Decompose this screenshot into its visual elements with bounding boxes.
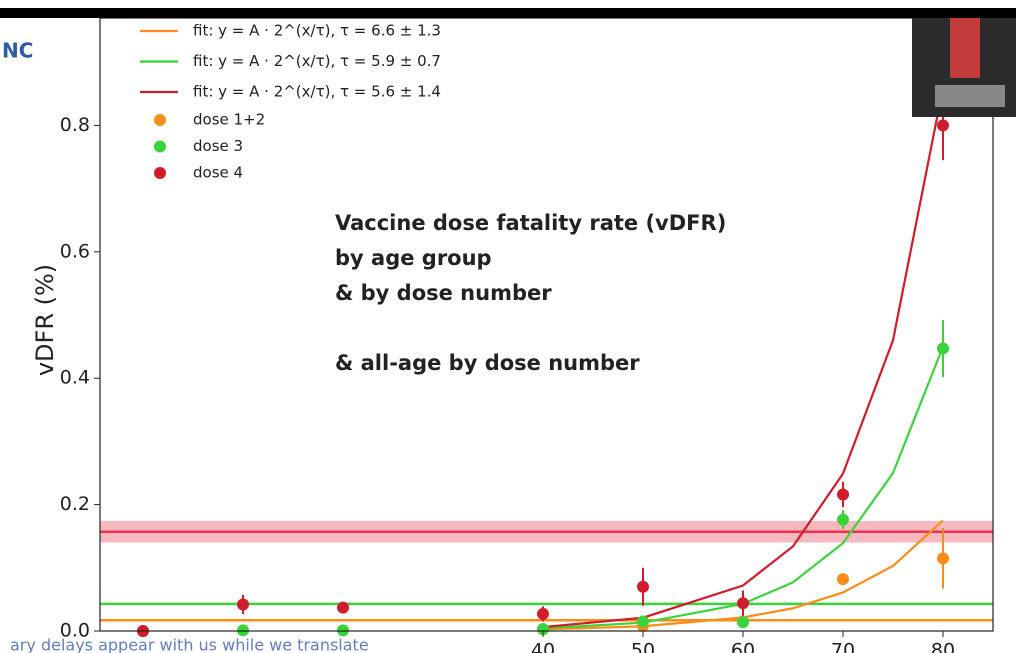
legend-marker xyxy=(154,167,166,179)
legend-label: fit: y = A · 2^(x/τ), τ = 5.6 ± 1.4 xyxy=(193,83,441,101)
data-point xyxy=(837,573,849,586)
legend-label: dose 4 xyxy=(193,164,243,182)
webcam-podium xyxy=(935,85,1005,107)
data-point xyxy=(237,598,249,611)
data-point xyxy=(937,552,949,565)
y-tick-label: 0.2 xyxy=(60,493,90,515)
y-axis-label: vDFR (%) xyxy=(31,264,59,376)
video-bar xyxy=(0,8,1016,18)
data-point xyxy=(337,601,349,614)
x-tick-label: 40 xyxy=(531,640,555,653)
legend-label: fit: y = A · 2^(x/τ), τ = 6.6 ± 1.3 xyxy=(193,22,441,40)
legend-marker xyxy=(154,140,166,153)
y-tick-label: 0.4 xyxy=(60,367,90,389)
plot-area xyxy=(100,87,993,637)
data-point xyxy=(637,580,649,593)
legend-label: dose 1+2 xyxy=(193,111,265,129)
data-point xyxy=(537,623,549,636)
logo: NC xyxy=(2,39,33,63)
data-point xyxy=(837,488,849,501)
legend-label: dose 3 xyxy=(193,137,243,155)
data-point xyxy=(237,624,249,637)
x-tick-label: 80 xyxy=(931,640,955,653)
annotation: by age group xyxy=(335,246,492,270)
data-point xyxy=(837,513,849,526)
y-tick-label: 0.6 xyxy=(60,240,90,262)
data-point xyxy=(737,616,749,629)
annotation: & all-age by dose number xyxy=(335,351,640,375)
webcam-flag xyxy=(950,18,980,78)
x-tick-label: 60 xyxy=(731,640,755,653)
data-point xyxy=(737,597,749,610)
y-tick-label: 0.8 xyxy=(60,114,90,136)
x-tick-label: 70 xyxy=(831,640,855,653)
data-point xyxy=(937,119,949,132)
annotation: Vaccine dose fatality rate (vDFR) xyxy=(335,211,726,235)
y-tick-label: 0.0 xyxy=(60,620,90,642)
data-point xyxy=(337,624,349,637)
data-point xyxy=(537,607,549,620)
subtitle-caption: ary delays appear with us while we trans… xyxy=(10,636,369,653)
data-point xyxy=(937,342,949,355)
legend-label: fit: y = A · 2^(x/τ), τ = 5.9 ± 0.7 xyxy=(193,52,441,70)
annotation: & by dose number xyxy=(335,281,552,305)
data-point xyxy=(637,615,649,628)
x-tick-label: 50 xyxy=(631,640,655,653)
legend-marker xyxy=(154,114,166,126)
